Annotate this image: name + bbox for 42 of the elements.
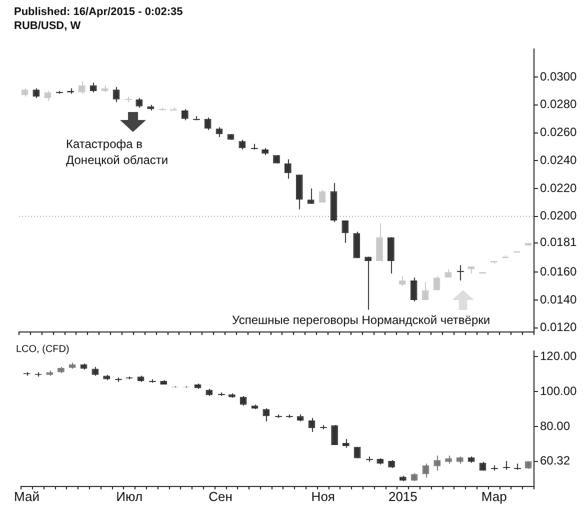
candlestick [376, 222, 383, 262]
x-tick-label: Ноя [311, 488, 335, 504]
candlestick [388, 236, 394, 274]
candlestick [216, 126, 223, 138]
candlestick [308, 417, 316, 432]
annotation: Катастрофа в Донецкой области [66, 136, 170, 168]
y-tick-label: 120.00 [540, 348, 578, 363]
candlestick [32, 88, 40, 98]
candlestick [307, 188, 314, 204]
y-tick-label: 0.0200 [540, 208, 578, 223]
annotation: Успешные переговоры Нормандской четвёрки [232, 313, 490, 327]
text: Published: 16/Apr/2015 - 0:02:35 [14, 5, 184, 20]
y-tick-label: 0.0240 [540, 152, 578, 167]
y-tick-label: 100.00 [540, 384, 578, 398]
y-tick-label: 0.0160 [540, 264, 578, 278]
chart-title: RUB/USD, W [14, 20, 81, 32]
candlestick [238, 139, 246, 150]
x-tick-label: Июл [116, 488, 143, 504]
x-tick-label: Сен [208, 488, 232, 504]
candlestick [456, 264, 464, 281]
y-tick-label: 60.32 [540, 454, 570, 468]
candlestick [342, 220, 349, 244]
x-tick-label: Май [14, 488, 40, 504]
y-tick-label: 0.0181 [540, 235, 578, 250]
y-tick-label: 0.0140 [540, 292, 578, 306]
x-tick-label: Мар [481, 488, 507, 504]
candlestick [353, 231, 360, 259]
candlestick [331, 424, 338, 446]
x-tick-label: 2015 [388, 488, 418, 504]
y-tick-label: 0.0120 [540, 320, 578, 334]
candlestick [410, 277, 418, 302]
candlestick [296, 174, 303, 210]
y-tick-label: 0.0300 [540, 69, 578, 84]
y-tick-label: 0.0280 [540, 97, 578, 112]
candlestick [434, 455, 441, 472]
chart-title: LCO, (CFD) [16, 344, 70, 355]
y-tick-label: 80.00 [540, 419, 570, 434]
y-tick-label: 0.0220 [540, 180, 578, 195]
candlestick [433, 276, 440, 291]
y-tick-label: 0.0260 [540, 125, 578, 140]
candlestick [136, 97, 143, 108]
candlestick [364, 256, 372, 310]
